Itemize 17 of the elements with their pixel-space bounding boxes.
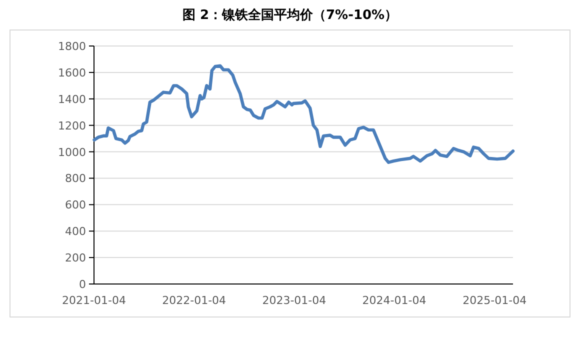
y-tick-label: 1200 bbox=[58, 119, 86, 132]
x-tick-label: 2022-01-04 bbox=[162, 294, 226, 307]
x-tick-label: 2023-01-04 bbox=[262, 294, 326, 307]
y-tick-label: 1400 bbox=[58, 92, 86, 106]
y-tick-label: 200 bbox=[65, 252, 86, 265]
y-tick-label: 1800 bbox=[58, 40, 86, 53]
x-tick-label: 2021-01-04 bbox=[62, 294, 126, 307]
x-tick-label: 2024-01-04 bbox=[362, 294, 426, 307]
x-tick-label: 2025-01-04 bbox=[462, 294, 527, 307]
line-series bbox=[92, 64, 515, 164]
y-tick-label: 400 bbox=[65, 225, 86, 238]
y-tick-label: 1600 bbox=[58, 66, 86, 80]
chart-title: 图 2：镍铁全国平均价（7%-10%） bbox=[182, 8, 398, 23]
y-tick-label: 800 bbox=[65, 172, 86, 186]
y-tick-label: 600 bbox=[65, 198, 86, 212]
y-tick-label: 1000 bbox=[58, 146, 86, 159]
y-tick-label: 0 bbox=[79, 278, 86, 291]
